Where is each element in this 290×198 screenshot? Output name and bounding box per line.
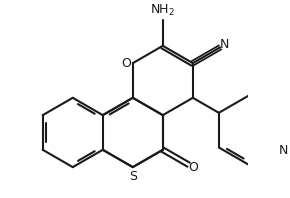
- Text: S: S: [129, 170, 137, 183]
- Text: N: N: [220, 38, 229, 51]
- Text: O: O: [188, 161, 198, 174]
- Text: NH$_2$: NH$_2$: [150, 3, 175, 18]
- Text: N: N: [279, 144, 288, 157]
- Text: O: O: [121, 57, 131, 70]
